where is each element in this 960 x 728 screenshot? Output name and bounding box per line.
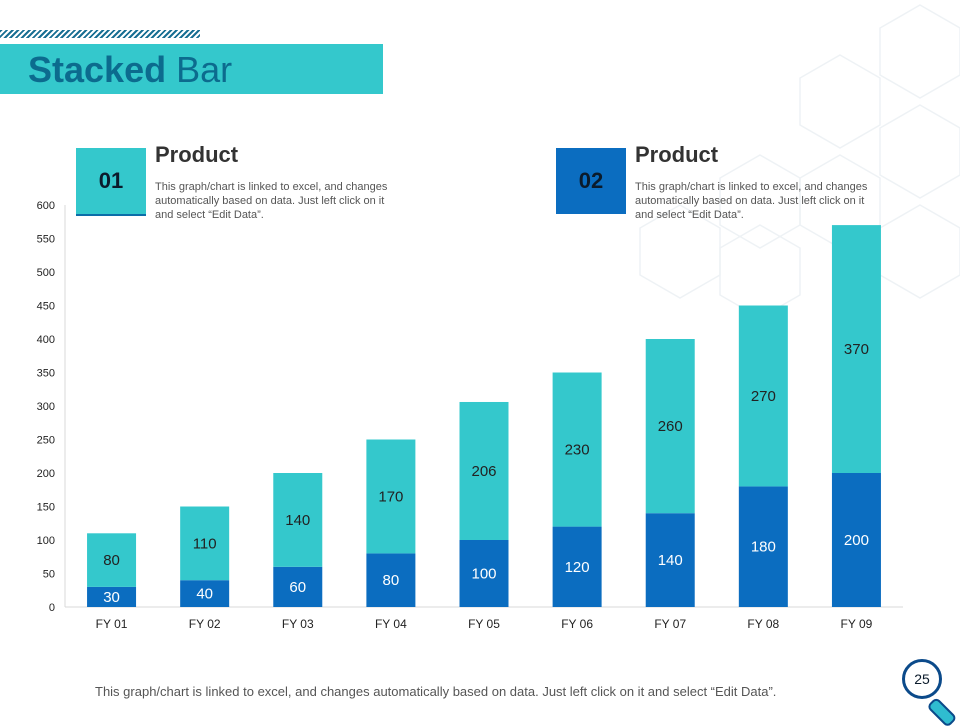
y-tick-label: 100 [37,535,55,547]
page-number-badge: 25 [902,659,942,699]
data-label: 80 [103,552,120,569]
legend-description-02: This graph/chart is linked to excel, and… [635,181,868,221]
data-label: 110 [193,535,217,552]
decorative-stripes [0,30,200,38]
x-tick-label: FY 02 [189,617,221,631]
data-label: 100 [471,566,496,583]
data-label: 60 [289,579,306,596]
bar-segment-fy-01-series-2 [87,533,137,587]
x-tick-label: FY 05 [468,617,500,631]
y-tick-label: 600 [37,200,55,212]
bar-segment-fy-05-series-2 [459,401,509,540]
slide-title-rest: Bar [166,49,233,90]
data-label: 270 [751,388,776,405]
bar-segment-fy-03-series-2 [273,473,323,567]
y-tick-label: 550 [37,234,55,246]
y-tick-label: 0 [49,602,55,614]
x-tick-label: FY 08 [747,617,779,631]
data-label: 30 [103,589,120,606]
data-label: 206 [471,463,496,480]
x-tick-label: FY 04 [375,617,407,631]
data-label: 180 [751,539,776,556]
y-tick-label: 250 [37,435,55,447]
data-label: 120 [565,559,590,576]
title-band [0,44,383,94]
data-label: 40 [196,586,213,603]
x-tick-label: FY 07 [654,617,686,631]
data-label: 230 [565,442,590,459]
bar-segment-fy-02-series-1 [180,580,230,607]
legend-box-01: 01 [76,148,146,216]
slide-title-bold: Stacked [28,49,167,90]
bar-segment-fy-08-series-2 [738,305,788,487]
bar-segment-fy-09-series-1 [831,473,881,607]
bar-segment-fy-03-series-1 [273,566,323,607]
bar-segment-fy-02-series-2 [180,506,230,581]
y-tick-label: 400 [37,334,55,346]
x-tick-label: FY 01 [96,617,128,631]
bar-segment-fy-08-series-1 [738,486,788,607]
x-tick-label: FY 09 [841,617,873,631]
bar-segment-fy-07-series-1 [645,513,695,607]
data-label: 80 [383,572,400,589]
bar-segment-fy-05-series-1 [459,540,509,607]
y-tick-label: 300 [37,401,55,413]
data-label: 370 [844,341,869,358]
bar-segment-fy-07-series-2 [645,339,695,514]
bar-segment-fy-06-series-1 [552,526,602,607]
data-label: 170 [378,488,403,505]
slide-title: Stacked Bar [28,48,232,92]
bar-segment-fy-04-series-2 [366,439,416,554]
bar-segment-fy-09-series-2 [831,225,881,473]
y-tick-label: 50 [43,569,55,581]
legend-description-01: This graph/chart is linked to excel, and… [155,181,388,221]
data-label: 260 [658,418,683,435]
legend-title-01: Product [155,142,239,167]
data-label: 200 [844,532,869,549]
bar-segment-fy-06-series-2 [552,372,602,527]
y-tick-label: 500 [37,267,55,279]
x-tick-label: FY 06 [561,617,593,631]
y-tick-label: 200 [37,468,55,480]
y-tick-label: 150 [37,502,55,514]
footer-note: This graph/chart is linked to excel, and… [95,684,777,699]
bar-segment-fy-01-series-1 [87,586,137,607]
legend-title-02: Product [635,142,719,167]
x-tick-label: FY 03 [282,617,314,631]
y-tick-label: 450 [37,301,55,313]
legend-box-02: 02 [556,148,626,214]
data-label: 140 [285,512,310,529]
y-tick-label: 350 [37,368,55,380]
data-label: 140 [658,552,683,569]
bar-segment-fy-04-series-1 [366,553,416,607]
